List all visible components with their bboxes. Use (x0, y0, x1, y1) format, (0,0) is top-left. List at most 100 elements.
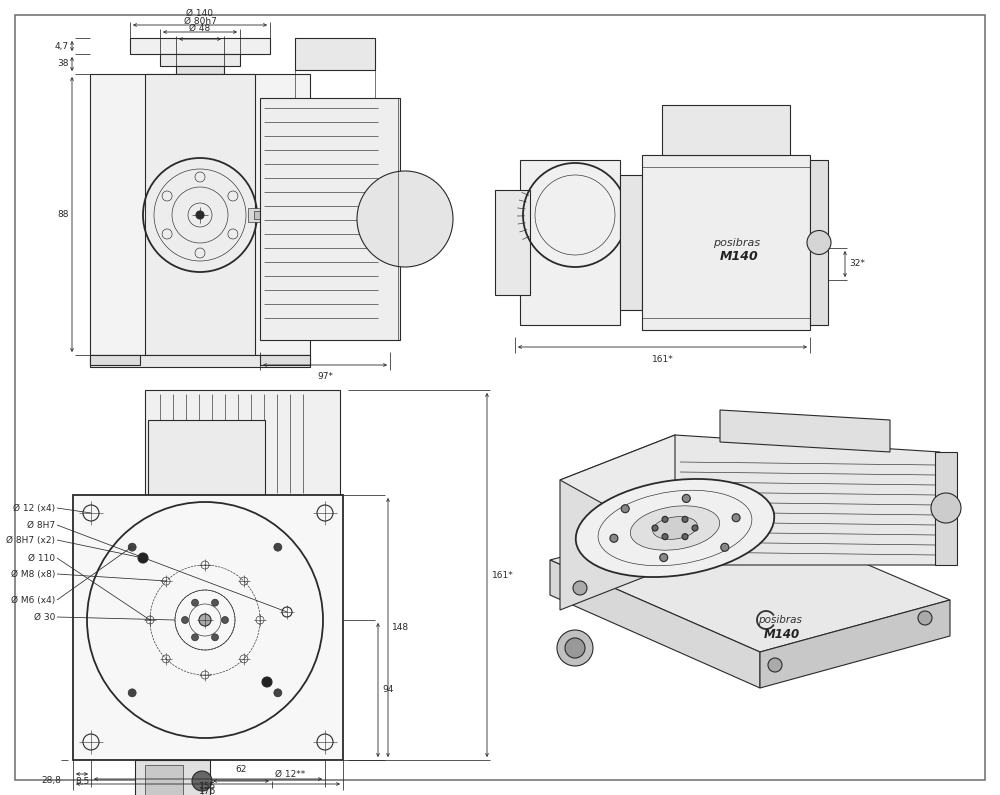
Circle shape (721, 543, 729, 551)
Bar (90, 355, 310, 367)
Bar (145, 765, 183, 795)
Bar (176, 66, 224, 74)
Bar (260, 355, 310, 365)
Text: 148: 148 (392, 623, 409, 632)
Text: Ø M8 (x8): Ø M8 (x8) (11, 569, 55, 579)
Circle shape (682, 516, 688, 522)
Circle shape (262, 677, 272, 687)
Circle shape (357, 171, 453, 267)
Text: 32*: 32* (849, 259, 865, 269)
Bar (135, 760, 210, 795)
Text: Ø M6 (x4): Ø M6 (x4) (11, 595, 55, 604)
Polygon shape (550, 560, 760, 688)
Circle shape (682, 533, 688, 540)
Text: 62: 62 (235, 765, 247, 774)
Circle shape (222, 616, 228, 623)
Ellipse shape (630, 506, 720, 550)
Ellipse shape (576, 479, 774, 577)
Text: M140: M140 (720, 250, 758, 263)
Circle shape (682, 494, 690, 502)
Bar (254, 211, 264, 219)
Bar (145, 74, 255, 355)
Circle shape (728, 531, 742, 545)
Bar (160, 54, 240, 66)
Circle shape (621, 505, 629, 513)
Bar (495, 190, 530, 295)
Text: posibras: posibras (713, 238, 761, 247)
Circle shape (196, 211, 204, 219)
Text: 155: 155 (199, 782, 217, 791)
Circle shape (918, 611, 932, 625)
Circle shape (199, 614, 211, 626)
Circle shape (692, 525, 698, 531)
Text: Ø 110: Ø 110 (28, 553, 55, 563)
Text: 161*: 161* (652, 355, 673, 364)
Bar (90, 355, 140, 365)
Circle shape (807, 231, 831, 254)
Circle shape (128, 688, 136, 697)
Bar (130, 38, 270, 54)
Polygon shape (550, 510, 950, 652)
Text: 176: 176 (199, 787, 217, 795)
Bar (620, 175, 642, 310)
Text: 97*: 97* (317, 372, 333, 381)
Text: 94: 94 (382, 685, 393, 695)
Polygon shape (560, 435, 675, 610)
Circle shape (557, 630, 593, 666)
Circle shape (182, 616, 188, 623)
Ellipse shape (653, 517, 697, 539)
Circle shape (662, 516, 668, 522)
Bar (295, 38, 375, 70)
Circle shape (610, 534, 618, 542)
Circle shape (660, 553, 668, 561)
Text: Ø 8H7 (x2): Ø 8H7 (x2) (6, 536, 55, 545)
Bar (230, 497, 255, 515)
Polygon shape (560, 435, 760, 527)
Bar (73, 495, 343, 760)
Polygon shape (675, 435, 940, 565)
Text: Ø 8H7: Ø 8H7 (27, 521, 55, 529)
Circle shape (192, 599, 198, 606)
Bar (662, 105, 790, 155)
Text: Ø 12 (x4): Ø 12 (x4) (13, 503, 55, 513)
Text: posibras: posibras (758, 615, 802, 625)
Bar (248, 208, 266, 222)
Circle shape (274, 688, 282, 697)
Circle shape (931, 493, 961, 523)
Circle shape (274, 543, 282, 551)
Circle shape (138, 553, 148, 563)
Circle shape (212, 634, 218, 641)
Text: M140: M140 (764, 627, 800, 641)
Bar (148, 420, 265, 497)
Text: Ø 140: Ø 140 (186, 9, 214, 18)
Bar (520, 160, 620, 325)
Text: 88: 88 (58, 210, 69, 219)
Text: Ø 30: Ø 30 (34, 612, 55, 622)
Text: 8,5: 8,5 (75, 777, 89, 786)
Circle shape (128, 543, 136, 551)
Bar (145, 390, 340, 497)
Bar (155, 497, 180, 515)
Text: Ø 80h7: Ø 80h7 (184, 17, 216, 26)
Circle shape (652, 525, 658, 531)
Text: 161*: 161* (492, 571, 514, 580)
Text: Ø 12**: Ø 12** (275, 770, 305, 778)
Bar (90, 74, 310, 355)
Bar (260, 98, 400, 340)
Circle shape (212, 599, 218, 606)
Circle shape (192, 771, 212, 791)
Circle shape (192, 634, 198, 641)
Polygon shape (720, 410, 890, 452)
Text: 38: 38 (58, 60, 69, 68)
Circle shape (768, 658, 782, 672)
Polygon shape (760, 600, 950, 688)
Bar (810, 160, 828, 325)
Circle shape (573, 581, 587, 595)
Text: Ø 48: Ø 48 (189, 24, 211, 33)
Bar (935, 452, 957, 565)
Bar (642, 155, 810, 330)
Circle shape (565, 638, 585, 658)
Text: 4,7: 4,7 (55, 41, 69, 51)
Text: 28,8: 28,8 (41, 777, 61, 785)
Circle shape (662, 533, 668, 540)
